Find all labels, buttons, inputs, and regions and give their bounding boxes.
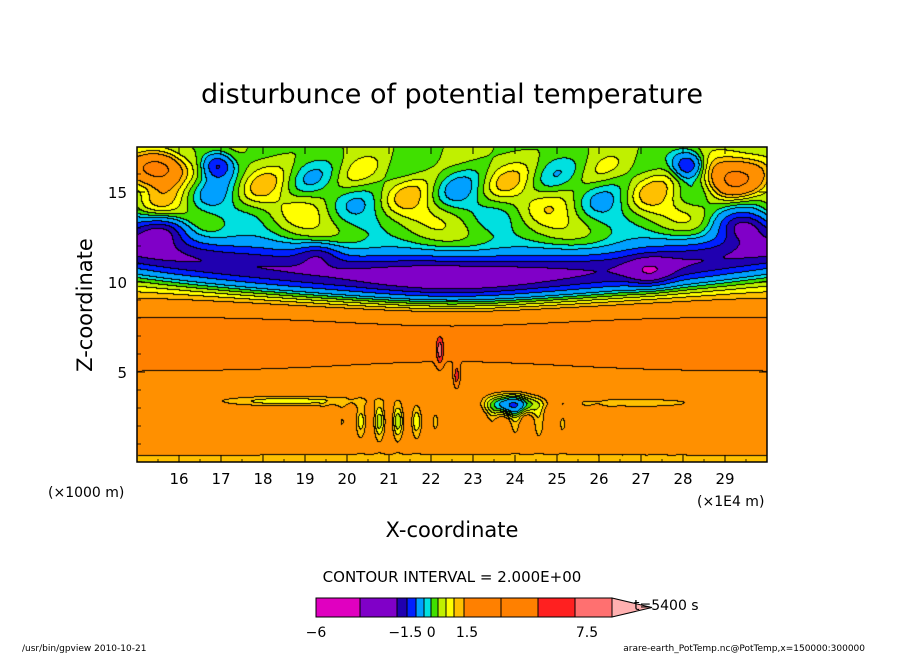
x-tick-label: 22 (421, 470, 440, 488)
y-tick-label: 10 (108, 274, 127, 292)
colorbar-segment (423, 597, 432, 618)
colorbar-segment (574, 597, 613, 618)
contour-raster (137, 147, 767, 462)
colorbar-ticks: −6 −1.5 0 1.5 7.5 (306, 625, 598, 641)
y-tick-label: 15 (108, 184, 127, 202)
x-tick-label: 19 (295, 470, 314, 488)
colorbar-segment (500, 597, 539, 618)
x-tick-label: 26 (589, 470, 608, 488)
colorbar-segment (463, 597, 502, 618)
contour-interval-label: CONTOUR INTERVAL = 2.000E+00 (323, 568, 582, 586)
y-tick-label: 5 (117, 364, 127, 382)
colorbar (315, 597, 653, 618)
colorbar-tick-label: −6 (306, 625, 327, 641)
footer-left: /usr/bin/gpview 2010-10-21 (22, 644, 146, 654)
colorbar-segment (537, 597, 576, 618)
y-axis: 5 10 15 (108, 155, 767, 445)
x-tick-label: 20 (337, 470, 356, 488)
x-tick-label: 29 (715, 470, 734, 488)
plot-area (137, 147, 767, 462)
x-axis: 16 17 18 19 20 21 22 23 24 25 26 27 28 29 (136, 147, 768, 488)
colorbar-tick-label: 1.5 (456, 625, 478, 641)
x-tick-label: 25 (547, 470, 566, 488)
x-tick-label: 27 (631, 470, 650, 488)
contour-field (137, 147, 767, 462)
colorbar-arrow (611, 597, 653, 618)
x-tick-label: 21 (379, 470, 398, 488)
colorbar-segment (430, 597, 439, 618)
x-unit-left: (×1000 m) (48, 485, 124, 501)
y-axis-label: Z-coordinate (73, 238, 97, 372)
x-tick-label: 23 (463, 470, 482, 488)
x-tick-label: 24 (505, 470, 524, 488)
x-unit-right: (×1E4 m) (697, 494, 764, 510)
colorbar-segment (396, 597, 408, 618)
x-tick-label: 16 (169, 470, 188, 488)
footer-right: arare-earth_PotTemp.nc@PotTemp,x=150000:… (623, 644, 865, 654)
colorbar-segment (415, 597, 425, 618)
colorbar-tick-label: −1.5 0 (388, 625, 435, 641)
colorbar-tick-label: 7.5 (576, 625, 598, 641)
colorbar-segment (437, 597, 447, 618)
x-tick-label: 17 (211, 470, 230, 488)
colorbar-segment (406, 597, 417, 618)
chart-title: disturbunce of potential temperature (201, 79, 703, 110)
x-axis-label: X-coordinate (386, 518, 519, 542)
time-label: t=5400 s (634, 598, 699, 614)
x-tick-label: 28 (673, 470, 692, 488)
colorbar-segment (359, 597, 398, 618)
colorbar-segment (315, 597, 361, 618)
colorbar-segment (453, 597, 465, 618)
x-tick-label: 18 (253, 470, 272, 488)
colorbar-segment (445, 597, 455, 618)
